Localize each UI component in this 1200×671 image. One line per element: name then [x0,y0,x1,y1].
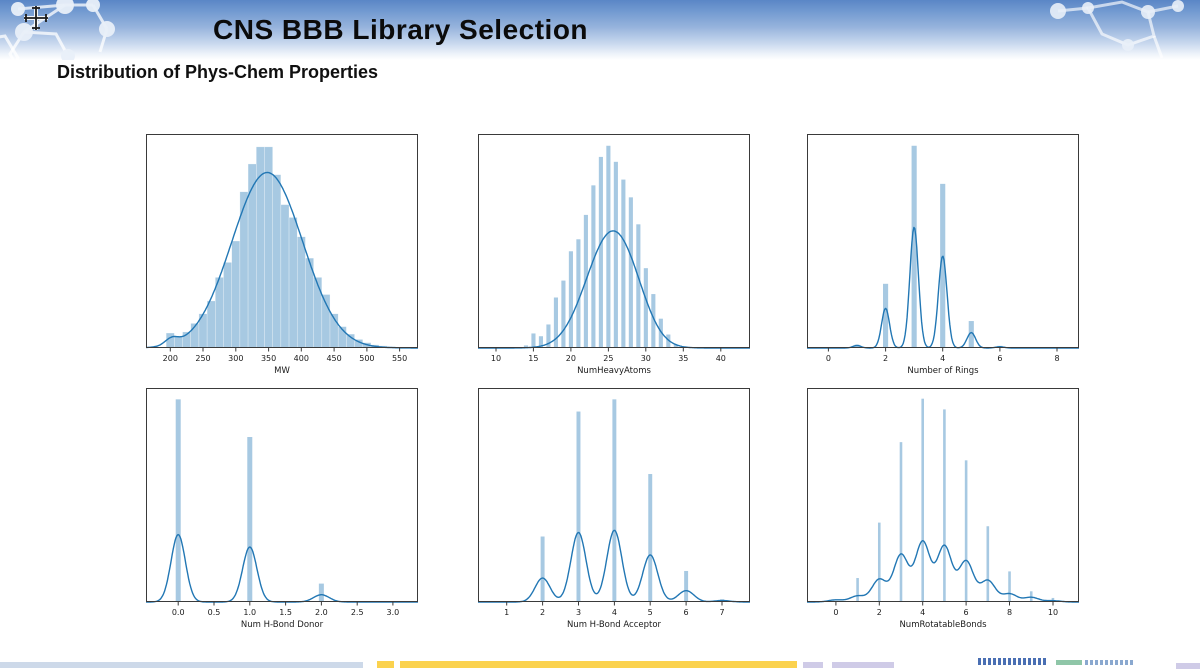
svg-text:10: 10 [1048,608,1058,617]
svg-text:3.0: 3.0 [387,608,400,617]
svg-text:200: 200 [163,354,178,363]
chart-panel-numheavyatoms: 10 15 20 25 30 35 40 NumHeavyAtoms [478,134,750,380]
svg-text:NumHeavyAtoms: NumHeavyAtoms [577,366,651,376]
svg-text:0: 0 [826,354,831,363]
histogram-number-of-rings: 0 2 4 6 8 Number of Rings [807,134,1079,376]
svg-text:10: 10 [491,354,501,363]
svg-text:Num H-Bond Acceptor: Num H-Bond Acceptor [567,620,662,630]
svg-text:4: 4 [940,354,945,363]
histogram-mw: 200 250 300 350 400 450 500 550 MW [146,134,418,376]
svg-text:2.0: 2.0 [315,608,328,617]
svg-text:400: 400 [294,354,309,363]
footer-strip [978,658,1048,665]
section-heading: Distribution of Phys-Chem Properties [57,62,379,82]
svg-text:Num H-Bond Donor: Num H-Bond Donor [241,620,324,630]
svg-text:550: 550 [392,354,407,363]
svg-text:3: 3 [576,608,581,617]
footer-strip [1176,663,1200,669]
svg-text:1.0: 1.0 [243,608,256,617]
svg-text:2.5: 2.5 [351,608,364,617]
footer-strip [1085,660,1133,665]
svg-text:8: 8 [1054,354,1059,363]
footer-strip [832,662,894,668]
molecule-graphic-left [0,0,115,60]
svg-text:30: 30 [641,354,651,363]
svg-text:Number of Rings: Number of Rings [907,366,979,376]
svg-text:300: 300 [228,354,243,363]
svg-text:1: 1 [504,608,509,617]
svg-text:5: 5 [648,608,653,617]
chart-panel-numrotatablebonds: 0 2 4 6 8 10 NumRotatableBonds [807,388,1079,634]
header-band: CNS BBB Library Selection [0,0,1200,60]
molecule-graphic-right [1050,0,1184,59]
svg-text:7: 7 [719,608,724,617]
svg-text:450: 450 [326,354,341,363]
footer-strip [803,662,823,668]
svg-text:1.5: 1.5 [279,608,292,617]
svg-text:15: 15 [528,354,538,363]
svg-text:20: 20 [566,354,576,363]
svg-text:25: 25 [603,354,613,363]
footer-strip [377,661,394,668]
svg-text:6: 6 [997,354,1002,363]
svg-text:2: 2 [877,608,882,617]
svg-text:0.0: 0.0 [172,608,185,617]
histogram-hbond-acceptor: 1 2 3 4 5 6 7 Num H-Bond Acceptor [478,388,750,630]
chart-panel-mw: 200 250 300 350 400 450 500 550 MW [146,134,418,380]
svg-text:40: 40 [716,354,726,363]
histogram-numheavyatoms: 10 15 20 25 30 35 40 NumHeavyAtoms [478,134,750,376]
svg-text:MW: MW [274,366,290,376]
histogram-hbond-donor: 0.0 0.5 1.0 1.5 2.0 2.5 3.0 Num H-Bond Donor [146,388,418,630]
svg-text:4: 4 [612,608,617,617]
svg-text:6: 6 [684,608,689,617]
svg-text:250: 250 [195,354,210,363]
footer-strip [400,661,797,668]
svg-text:500: 500 [359,354,374,363]
svg-text:350: 350 [261,354,276,363]
svg-text:4: 4 [920,608,925,617]
svg-text:8: 8 [1007,608,1012,617]
slide-title: CNS BBB Library Selection [213,14,589,45]
svg-text:2: 2 [540,608,545,617]
svg-text:NumRotatableBonds: NumRotatableBonds [899,620,987,630]
svg-text:6: 6 [964,608,969,617]
svg-text:35: 35 [678,354,688,363]
svg-text:0.5: 0.5 [208,608,221,617]
chart-panel-hbond-acceptor: 1 2 3 4 5 6 7 Num H-Bond Acceptor [478,388,750,634]
chart-panel-number-of-rings: 0 2 4 6 8 Number of Rings [807,134,1079,380]
footer-strip [1056,660,1082,665]
svg-text:2: 2 [883,354,888,363]
histogram-numrotatablebonds: 0 2 4 6 8 10 NumRotatableBonds [807,388,1079,630]
footer-strip [0,662,363,668]
svg-text:0: 0 [833,608,838,617]
chart-panel-hbond-donor: 0.0 0.5 1.0 1.5 2.0 2.5 3.0 Num H-Bond Donor [146,388,418,634]
move-cursor-icon [24,6,48,30]
